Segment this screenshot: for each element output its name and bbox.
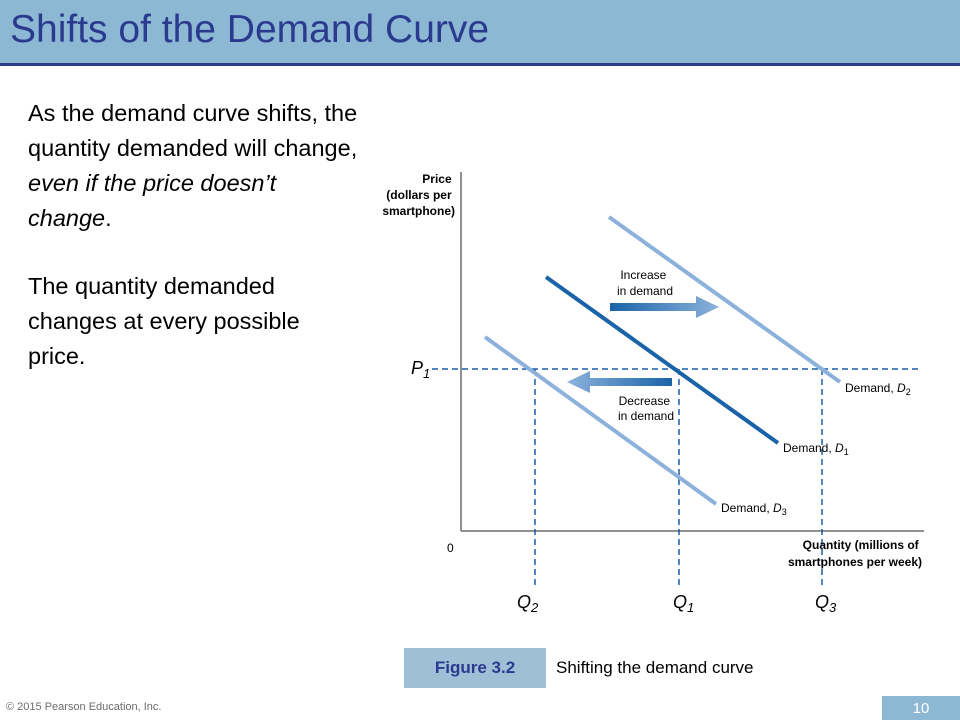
figure-label: Figure 3.2 — [404, 648, 546, 688]
y-axis-label: Price (dollars per smartphone) — [382, 172, 455, 218]
q1-main: Q — [673, 592, 687, 612]
y-axis-label-line-1: Price — [422, 172, 452, 186]
decrease-label-line-1: Decrease — [619, 394, 671, 408]
decrease-label: Decrease in demand — [618, 394, 674, 423]
d1-label-text: Demand, — [783, 441, 835, 455]
title-bar: Shifts of the Demand Curve — [0, 0, 960, 66]
demand-curve-d2 — [607, 215, 842, 384]
d2-label-text: Demand, — [845, 381, 897, 395]
slide-title: Shifts of the Demand Curve — [10, 8, 490, 51]
copyright-text: © 2015 Pearson Education, Inc. — [6, 701, 162, 713]
x-axis-label: Quantity (millions of smartphones per we… — [788, 538, 922, 569]
page-number: 10 — [882, 696, 960, 720]
p1-sub: 1 — [423, 366, 430, 381]
price-label-p1: P1 — [411, 358, 430, 381]
increase-label-line-1: Increase — [620, 268, 666, 282]
y-axis-label-line-3: smartphone) — [382, 204, 455, 218]
demand-curve-d1 — [544, 275, 780, 445]
d1-var: D — [835, 441, 844, 455]
q3-sub: 3 — [829, 600, 837, 615]
decrease-arrow — [567, 371, 672, 393]
paragraph-2: The quantity demanded changes at every p… — [28, 273, 300, 369]
d3-label-text: Demand, — [721, 501, 773, 515]
x-axis-label-line-2: smartphones per week) — [788, 555, 922, 569]
y-axis-label-line-2: (dollars per — [386, 188, 452, 202]
increase-label: Increase in demand — [617, 268, 673, 298]
p1-main: P — [411, 358, 423, 378]
quantity-label-q3: Q3 — [815, 592, 837, 615]
increase-arrow — [610, 296, 719, 318]
d1-sub: 1 — [844, 447, 849, 457]
increase-label-line-2: in demand — [617, 284, 673, 298]
q3-main: Q — [815, 592, 829, 612]
paragraph-1-italic: even if the price doesn’t change — [28, 170, 277, 231]
paragraph-1-end: . — [105, 205, 112, 231]
q1-sub: 1 — [687, 600, 694, 615]
curve-label-d2: Demand, D2 — [845, 381, 911, 397]
q2-sub: 2 — [530, 600, 539, 615]
quantity-label-q2: Q2 — [517, 592, 539, 615]
demand-curve-d3 — [483, 335, 718, 506]
origin-label: 0 — [447, 541, 454, 555]
d3-sub: 3 — [782, 507, 787, 517]
curve-label-d1: Demand, D1 — [783, 441, 849, 457]
quantity-label-q1: Q1 — [673, 592, 694, 615]
x-axis-label-line-1: Quantity (millions of — [803, 538, 920, 552]
paragraph-1-text: As the demand curve shifts, the quantity… — [28, 100, 358, 161]
decrease-label-line-2: in demand — [618, 409, 674, 423]
curve-label-d3: Demand, D3 — [721, 501, 787, 517]
d2-sub: 2 — [906, 387, 911, 397]
figure-caption: Shifting the demand curve — [556, 658, 754, 677]
q2-main: Q — [517, 592, 531, 612]
d3-var: D — [773, 501, 782, 515]
d2-var: D — [897, 381, 906, 395]
paragraph-1: As the demand curve shifts, the quantity… — [28, 96, 358, 236]
body-text: As the demand curve shifts, the quantity… — [28, 96, 358, 407]
